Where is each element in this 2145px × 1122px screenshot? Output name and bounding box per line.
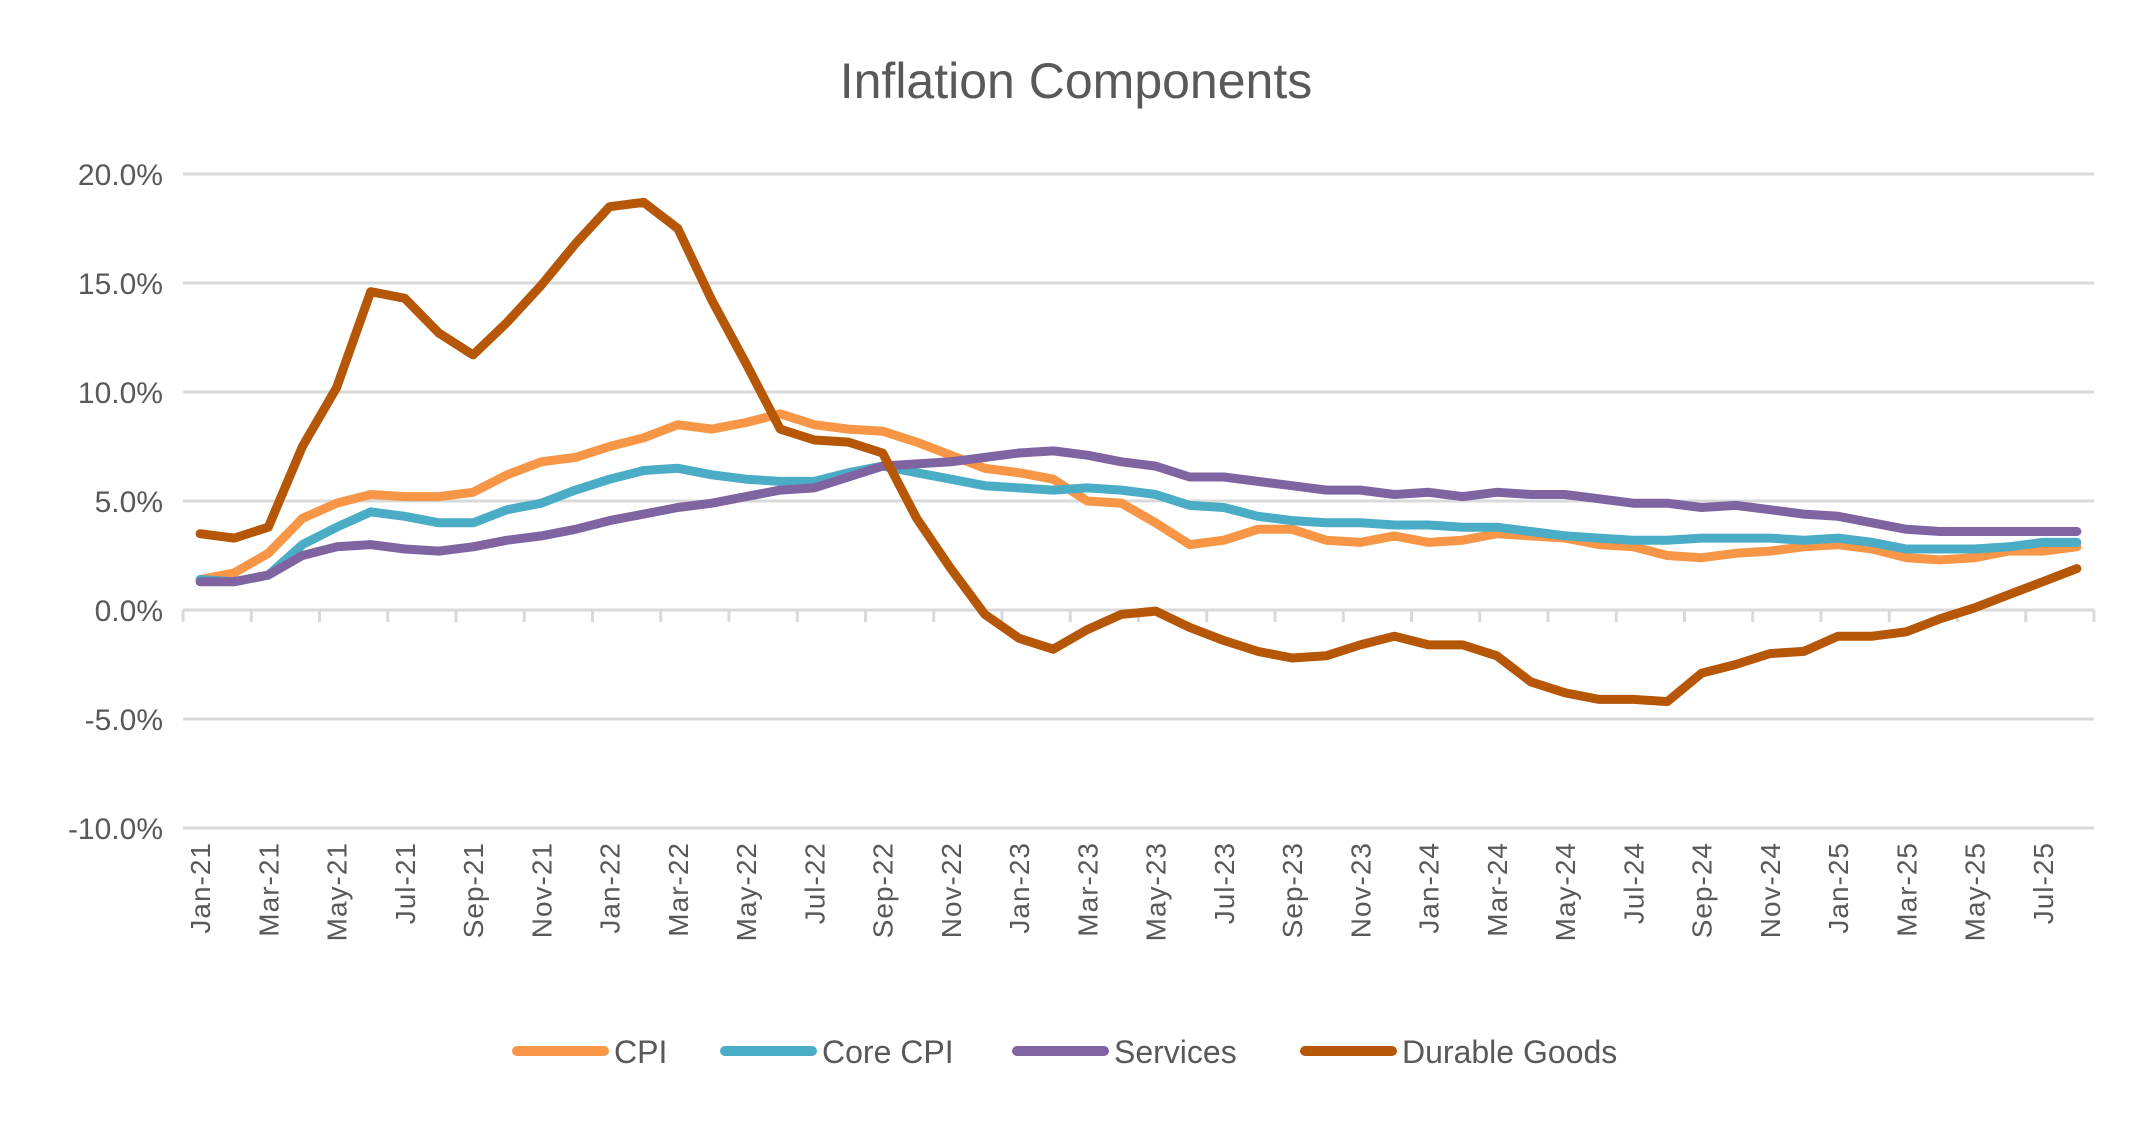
series-line-durable-goods: [195, 197, 2082, 707]
legend-item-durable-goods: Durable Goods: [1300, 1034, 1617, 1070]
legend-label: Durable Goods: [1402, 1034, 1617, 1070]
x-tick-label: Mar-25: [1891, 842, 1922, 937]
y-tick-label: -10.0%: [68, 813, 163, 846]
legend-label: CPI: [614, 1034, 667, 1070]
x-axis-tick-labels: Jan-21 Mar-21 May-21 Jul-21 Sep-21 Nov-21 Jan-…: [185, 842, 2059, 941]
series-line-core-cpi: [195, 461, 2082, 587]
x-tick-label: May-24: [1550, 842, 1581, 941]
x-tick-label: Nov-21: [526, 842, 557, 938]
y-tick-label: 15.0%: [78, 268, 163, 301]
x-tick-label: Mar-22: [663, 842, 694, 937]
legend-label: Core CPI: [822, 1034, 954, 1070]
y-tick-label: 5.0%: [95, 486, 163, 519]
x-tick-label: Jan-22: [595, 842, 626, 934]
x-tick-label: Sep-21: [458, 842, 489, 938]
x-tick-label: Sep-24: [1687, 842, 1718, 938]
x-tick-label: Sep-22: [868, 842, 899, 938]
y-tick-label: 0.0%: [95, 595, 163, 628]
x-tick-label: Nov-22: [936, 842, 967, 938]
chart-title: Inflation Components: [840, 53, 1313, 109]
x-tick-label: Mar-24: [1482, 842, 1513, 937]
x-tick-label: Mar-23: [1072, 842, 1103, 937]
gridlines: [183, 172, 2094, 830]
y-tick-label: -5.0%: [85, 704, 163, 737]
x-tick-label: Jan-24: [1414, 842, 1445, 934]
x-tick-label: May-25: [1960, 842, 1991, 941]
y-tick-label: 20.0%: [78, 159, 163, 192]
x-tick-label: Jul-22: [799, 842, 830, 924]
x-tick-label: May-21: [322, 842, 353, 941]
x-tick-label: Jul-21: [390, 842, 421, 924]
series-lines: [195, 197, 2082, 707]
x-tick-label: Nov-23: [1345, 842, 1376, 938]
x-tick-label: Sep-23: [1277, 842, 1308, 938]
legend-item-services: Services: [1012, 1034, 1237, 1070]
x-tick-label: May-22: [731, 842, 762, 941]
x-tick-label: May-23: [1141, 842, 1172, 941]
legend-item-cpi: CPI: [512, 1034, 667, 1070]
x-tick-label: Jan-25: [1823, 842, 1854, 934]
x-tick-label: Nov-24: [1755, 842, 1786, 938]
x-tick-label: Mar-21: [253, 842, 284, 937]
x-tick-label: Jan-21: [185, 842, 216, 934]
series-line-services: [195, 446, 2082, 587]
x-tick-label: Jul-24: [1618, 842, 1649, 924]
legend: CPI Core CPI Services Durable Goods: [512, 1034, 1617, 1070]
legend-label: Services: [1114, 1034, 1237, 1070]
x-tick-label: Jan-23: [1004, 842, 1035, 934]
x-tick-label: Jul-23: [1209, 842, 1240, 924]
y-axis-tick-labels: -10.0% -5.0% 0.0% 5.0% 10.0% 15.0% 20.0%: [68, 159, 163, 846]
legend-item-core-cpi: Core CPI: [720, 1034, 954, 1070]
y-tick-label: 10.0%: [78, 377, 163, 410]
x-tick-label: Jul-25: [2028, 842, 2059, 924]
series-line-cpi: [195, 409, 2082, 584]
